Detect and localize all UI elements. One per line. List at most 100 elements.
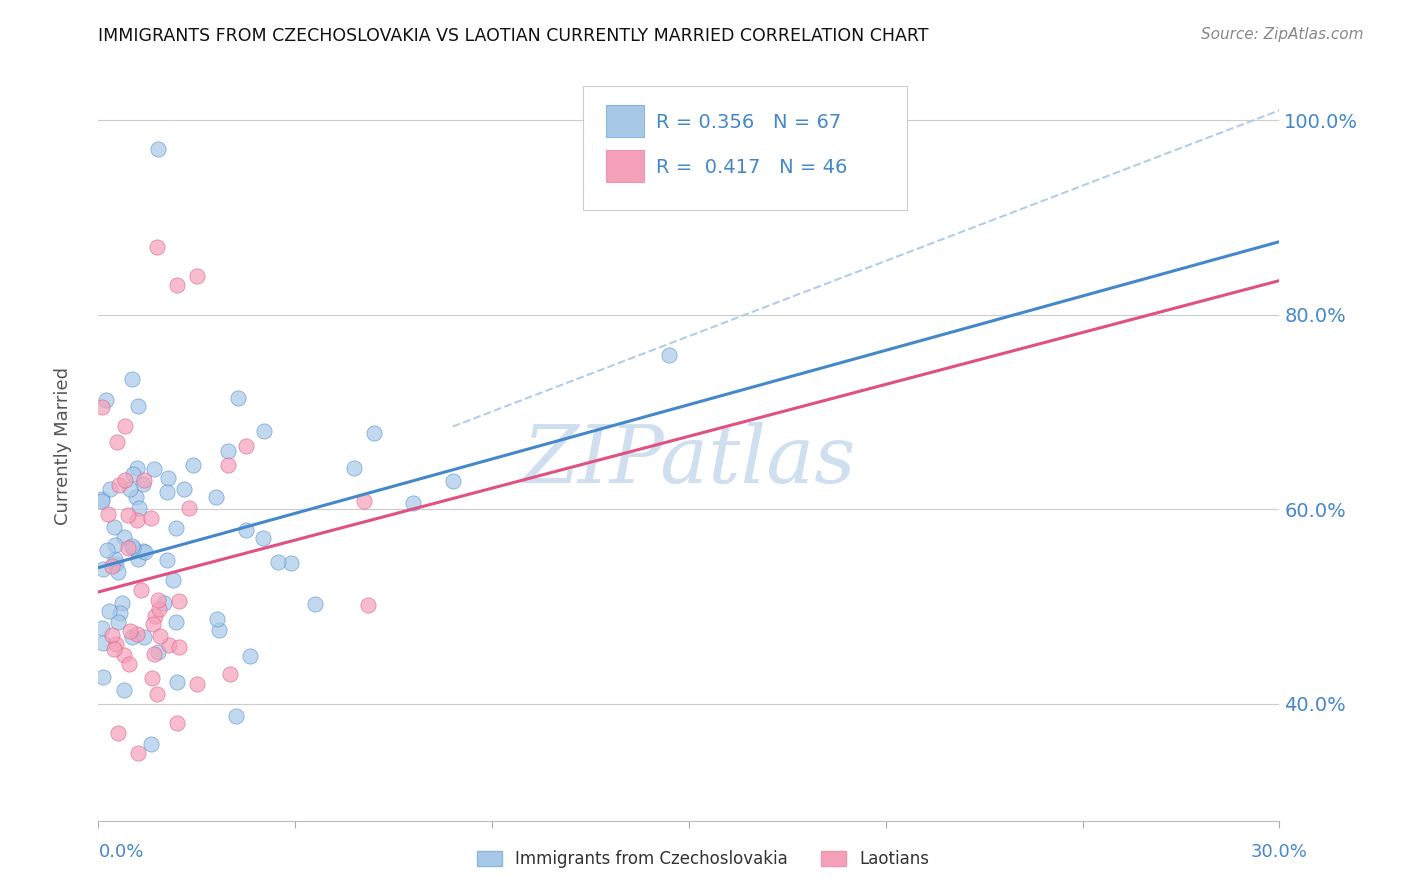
Point [139, 737, 162, 751]
Point [218, 667, 240, 681]
Point [156, 484, 179, 499]
Point [134, 631, 156, 645]
Point [103, 520, 125, 534]
Point [235, 439, 257, 453]
Point [226, 392, 249, 406]
Point [146, 142, 169, 156]
Point [186, 677, 208, 691]
Point [107, 565, 129, 579]
Point [157, 638, 180, 652]
Point [148, 601, 170, 615]
Point [112, 682, 135, 697]
Text: Currently Married: Currently Married [55, 367, 72, 525]
Point [343, 460, 366, 475]
Point [217, 458, 239, 472]
Point [101, 628, 124, 642]
Point [205, 612, 228, 626]
Point [217, 443, 239, 458]
Text: IMMIGRANTS FROM CZECHOSLOVAKIA VS LAOTIAN CURRENTLY MARRIED CORRELATION CHART: IMMIGRANTS FROM CZECHOSLOVAKIA VS LAOTIA… [98, 27, 929, 45]
Point [153, 596, 176, 610]
Point [121, 630, 143, 644]
Point [165, 521, 187, 535]
Point [141, 671, 163, 685]
Point [103, 641, 125, 656]
Point [165, 615, 187, 630]
Point [402, 496, 425, 510]
Point [235, 523, 257, 537]
Text: Source: ZipAtlas.com: Source: ZipAtlas.com [1201, 27, 1364, 42]
Point [91, 491, 114, 506]
Point [225, 709, 247, 723]
Point [127, 461, 149, 475]
Point [121, 539, 143, 553]
Point [114, 419, 136, 434]
Point [117, 541, 139, 555]
Point [112, 648, 135, 662]
Point [101, 559, 124, 574]
Point [127, 399, 149, 413]
Point [252, 531, 274, 545]
Point [91, 622, 114, 636]
Text: R =  0.417   N = 46: R = 0.417 N = 46 [655, 158, 848, 177]
Point [353, 494, 375, 508]
Point [91, 670, 114, 684]
Point [91, 562, 114, 576]
Legend: Immigrants from Czechoslovakia, Laotians: Immigrants from Czechoslovakia, Laotians [470, 844, 936, 875]
Point [363, 426, 385, 441]
FancyBboxPatch shape [606, 150, 644, 181]
Point [129, 582, 152, 597]
FancyBboxPatch shape [606, 105, 644, 136]
Point [134, 545, 156, 559]
Point [122, 541, 145, 556]
Point [156, 552, 179, 566]
FancyBboxPatch shape [582, 87, 907, 210]
Point [166, 278, 188, 293]
Point [186, 268, 208, 283]
Point [91, 636, 114, 650]
Point [112, 530, 135, 544]
Point [267, 555, 290, 569]
Point [97, 507, 120, 521]
Point [104, 538, 127, 552]
Point [658, 348, 681, 362]
Point [120, 624, 142, 638]
Point [181, 458, 204, 472]
Point [253, 425, 276, 439]
Point [239, 648, 262, 663]
Point [204, 491, 226, 505]
Point [132, 477, 155, 491]
Point [122, 467, 145, 482]
Point [108, 606, 131, 620]
Text: R = 0.356   N = 67: R = 0.356 N = 67 [655, 112, 841, 132]
Point [141, 511, 163, 525]
Point [304, 598, 326, 612]
Point [127, 746, 149, 760]
Point [179, 500, 201, 515]
Point [357, 599, 380, 613]
Point [91, 400, 114, 414]
Point [146, 645, 169, 659]
Point [121, 372, 143, 386]
Point [132, 544, 155, 558]
Point [127, 627, 149, 641]
Text: ZIPatlas: ZIPatlas [522, 422, 856, 500]
Point [146, 593, 169, 607]
Point [118, 657, 141, 672]
Point [96, 542, 118, 557]
Point [157, 471, 180, 485]
Point [441, 475, 464, 489]
Point [107, 615, 129, 630]
Point [146, 687, 169, 701]
Text: 0.0%: 0.0% [98, 843, 143, 861]
Point [143, 608, 166, 623]
Text: 30.0%: 30.0% [1251, 843, 1308, 861]
Point [125, 491, 148, 505]
Point [169, 594, 191, 608]
Point [117, 508, 139, 522]
Point [280, 556, 302, 570]
Point [162, 574, 184, 588]
Point [104, 552, 127, 566]
Point [91, 493, 114, 508]
Point [127, 513, 149, 527]
Point [104, 557, 127, 571]
